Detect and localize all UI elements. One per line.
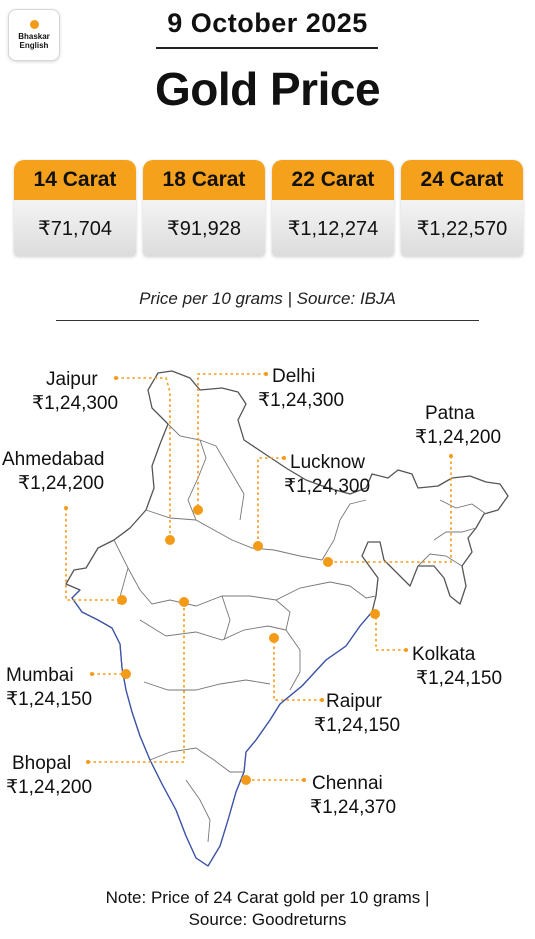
state-borders (113, 423, 487, 843)
city-name: Chennai (312, 773, 383, 794)
card-price: ₹71,704 (14, 200, 136, 256)
card-label: 18 Carat (143, 160, 265, 200)
card-price: ₹91,928 (143, 200, 265, 256)
city-name: Ahmedabad (2, 449, 105, 470)
leader-lucknow (257, 457, 284, 546)
city-label-jaipur: Jaipur ₹1,24,300 (32, 368, 118, 416)
price-card-14-carat: 14 Carat ₹71,704 (14, 160, 136, 256)
city-price: ₹1,24,300 (258, 390, 345, 411)
city-marker-mumbai (121, 669, 131, 679)
city-price: ₹1,24,300 (32, 393, 119, 414)
leader-end-dots (64, 372, 453, 782)
city-marker-patna (323, 557, 333, 567)
leader-jaipur (116, 377, 171, 540)
date-underline (156, 47, 378, 49)
logo-dot-icon (30, 20, 39, 29)
caption-rule (56, 320, 479, 321)
city-name: Raipur (326, 691, 382, 712)
city-name: Delhi (272, 366, 316, 387)
price-card-24-carat: 24 Carat ₹1,22,570 (401, 160, 523, 256)
city-name: Lucknow (290, 452, 365, 473)
city-name: Kolkata (412, 644, 476, 665)
city-label-lucknow: Lucknow ₹1,24,300 (284, 451, 370, 499)
city-marker-bhopal (179, 597, 189, 607)
coastline (71, 589, 373, 867)
page-title: Gold Price (154, 63, 381, 115)
brand-name: Bhaskar English (9, 32, 59, 50)
date-heading: 9 October 2025 (167, 8, 368, 38)
brand-line-2: English (19, 41, 49, 50)
card-price: ₹1,22,570 (401, 200, 523, 256)
city-label-mumbai: Mumbai ₹1,24,150 (6, 664, 92, 712)
city-label-bhopal: Bhopal ₹1,24,200 (6, 752, 92, 800)
footer-note: Note: Price of 24 Carat gold per 10 gram… (0, 887, 535, 931)
note-line-2: Source: Goodreturns (188, 910, 347, 929)
city-name: Mumbai (6, 665, 74, 686)
leader-delhi (197, 373, 266, 510)
city-name: Bhopal (12, 753, 72, 774)
city-price: ₹1,24,150 (314, 715, 401, 736)
brand-logo: Bhaskar English (8, 9, 60, 61)
price-card-22-carat: 22 Carat ₹1,12,274 (272, 160, 394, 256)
city-price: ₹1,24,300 (284, 476, 371, 497)
card-price: ₹1,12,274 (272, 200, 394, 256)
leader-patna (328, 456, 452, 563)
price-card-18-carat: 18 Carat ₹91,928 (143, 160, 265, 256)
city-label-chennai: Chennai ₹1,24,370 (310, 772, 397, 820)
city-marker-chennai (241, 775, 251, 785)
price-caption: Price per 10 grams | Source: IBJA (139, 289, 396, 308)
city-marker-raipur (269, 633, 279, 643)
city-marker-jaipur (165, 535, 175, 545)
card-label: 22 Carat (272, 160, 394, 200)
city-label-kolkata: Kolkata ₹1,24,150 (412, 643, 502, 691)
city-marker-delhi (193, 505, 203, 515)
city-marker-ahmedabad (117, 595, 127, 605)
city-label-delhi: Delhi ₹1,24,300 (258, 365, 344, 413)
card-label: 14 Carat (14, 160, 136, 200)
leader-kolkata (375, 614, 406, 651)
city-price: ₹1,24,200 (6, 777, 93, 798)
note-line-1: Note: Price of 24 Carat gold per 10 gram… (105, 888, 430, 907)
card-label: 24 Carat (401, 160, 523, 200)
city-marker-kolkata (370, 609, 380, 619)
city-price: ₹1,24,370 (310, 797, 397, 818)
city-label-raipur: Raipur ₹1,24,150 (314, 690, 400, 738)
city-price: ₹1,24,150 (6, 689, 93, 710)
city-label-patna: Patna ₹1,24,200 (415, 402, 501, 450)
brand-line-1: Bhaskar (18, 32, 50, 41)
city-marker-lucknow (253, 541, 263, 551)
city-name: Patna (425, 403, 475, 424)
city-label-ahmedabad: Ahmedabad ₹1,24,200 (2, 448, 104, 496)
city-price: ₹1,24,150 (416, 668, 503, 689)
city-price: ₹1,24,200 (415, 427, 502, 448)
leader-raipur (273, 638, 322, 701)
leader-lines (65, 373, 452, 781)
city-name: Jaipur (46, 369, 98, 390)
leader-bhopal (88, 602, 185, 763)
city-price: ₹1,24,200 (18, 473, 105, 494)
